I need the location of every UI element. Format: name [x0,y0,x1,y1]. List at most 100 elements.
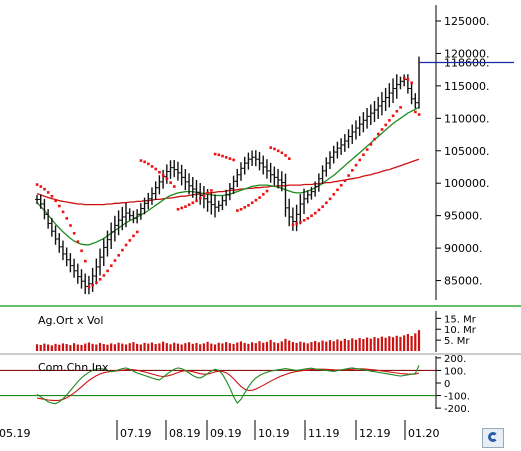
oscillator-tick-label: 200. [444,354,466,365]
cci-line [36,365,420,405]
sar-dot [232,158,235,162]
scroll-nav-button[interactable] [482,428,504,448]
sar-dot [239,207,243,211]
sar-dot [84,259,87,263]
oscillator-tick-label: -200. [444,404,470,415]
sar-dot [121,248,124,252]
sar-dot [276,149,280,153]
x-tick-label: 08.19 [169,427,201,440]
sar-dot [135,230,139,234]
volume-tick-label: 5. Mr [444,336,470,347]
sar-dot [362,153,365,157]
sar-dot [395,109,399,113]
oscillator-label: Com.Chn.Inx [38,361,109,374]
sar-dot [65,217,69,220]
sar-dot [213,152,217,156]
sar-dot [139,159,143,162]
volume-tick-label: 15. Mr [444,314,477,325]
volume-tick-label: 10. Mr [444,325,477,336]
oscillator-tick-label: -100. [444,392,470,403]
sar-dot [217,153,221,157]
sar-dot [365,148,369,151]
x-tick-label: 07.19 [120,427,152,440]
sar-dot [250,201,254,205]
sar-dot [414,110,417,114]
sar-dot [184,205,187,208]
sar-dot [39,185,43,188]
sar-dot [191,201,195,205]
sar-dot [306,217,310,220]
sar-dot [198,196,202,200]
sar-dot [332,193,336,196]
x-tick-label: 05.19 [0,427,31,440]
volume-label: Ag.Ort x Vol [38,314,103,327]
sar-dot [206,191,210,195]
sar-dot [176,207,180,211]
sar-dot [254,198,258,202]
sar-dot [72,231,76,235]
sar-dot [128,239,132,242]
sar-dot [258,196,261,199]
sar-dot [336,188,339,192]
sar-dot [262,193,265,196]
sar-dot [76,240,80,243]
sar-dot [317,208,321,212]
sar-dot [87,285,91,289]
sar-dot [236,209,239,212]
price-panel: 125000.120000.118600.115000.110000.10500… [35,5,514,300]
sma-slow-line [36,158,420,206]
sar-dot [369,143,373,146]
x-tick-label: 01.20 [408,427,440,440]
sar-dot [58,204,61,208]
sar-dot [69,224,72,227]
sar-dot [265,189,269,193]
sar-dot [173,185,176,188]
sar-dot [158,170,161,174]
sar-dot [35,183,39,186]
sar-dot [328,197,332,201]
sar-dot [224,156,228,159]
x-tick-label: 11.19 [308,427,340,440]
sar-dot [280,151,284,155]
sar-dot [313,211,317,215]
sar-dot [50,194,54,198]
sar-dot [380,128,384,131]
sar-dot [284,154,287,157]
sar-dot [351,169,354,172]
sar-dot [325,201,328,205]
sar-dot [243,206,247,209]
sar-dot [228,157,232,160]
oscillator-panel: 200.100. 0 -100.-200. Com.Chn.Inx [0,354,470,415]
sar-dot [299,220,302,224]
sar-dot [388,119,391,122]
sar-dot [80,249,83,253]
sar-dot [402,76,406,80]
sar-dot [124,243,128,247]
sar-dot [406,78,410,81]
oscillator-tick-label: 0 [444,379,450,390]
sar-dot [358,158,362,162]
sar-dot [384,123,388,127]
price-tick-label: 105000. [444,145,490,158]
x-tick-label: 09.19 [210,427,242,440]
sar-dot [417,113,421,116]
sar-dot [269,146,273,149]
sar-dot [165,177,169,181]
sar-dot [169,181,172,184]
sar-dot [150,165,154,168]
sar-dot [310,214,313,218]
sar-dot [347,174,350,177]
sar-dot [43,187,46,191]
sar-dot [109,264,113,268]
x-axis: 05.19 07.19 08.19 09.19 10.19 11.19 12.19 01.20 [0,420,440,440]
price-tick-label: 120000. [444,47,490,60]
sar-dot [132,234,135,238]
sar-dot [210,189,213,192]
sar-dot [98,278,102,281]
sar-dot [354,163,358,167]
price-tick-label: 95000. [444,210,483,223]
sar-dot [143,160,146,164]
sar-dot [373,137,376,141]
